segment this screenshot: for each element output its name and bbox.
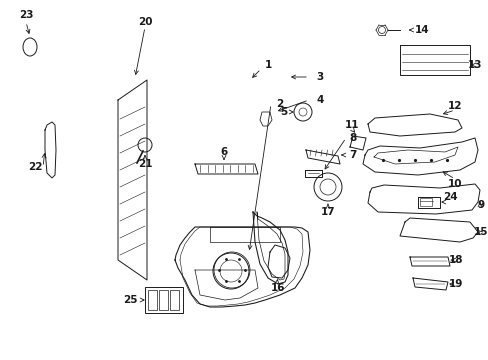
Text: 11: 11 [344, 120, 359, 130]
Text: 16: 16 [270, 283, 285, 293]
Text: 13: 13 [467, 60, 481, 70]
Text: 15: 15 [473, 227, 487, 237]
Bar [148, 290, 157, 310]
Text: 5: 5 [280, 107, 287, 117]
Text: 2: 2 [276, 99, 283, 109]
Text: 14: 14 [414, 25, 428, 35]
Bar [170, 290, 179, 310]
Text: 12: 12 [447, 101, 461, 111]
Bar [145, 287, 183, 313]
Text: 7: 7 [348, 150, 356, 160]
Text: 1: 1 [264, 60, 271, 70]
Text: 17: 17 [320, 207, 335, 217]
Text: 10: 10 [447, 179, 461, 189]
Text: 21: 21 [138, 159, 152, 169]
Text: 20: 20 [138, 17, 152, 27]
Text: 8: 8 [348, 133, 356, 143]
Text: 25: 25 [122, 295, 137, 305]
Bar [419, 198, 431, 206]
Text: 19: 19 [448, 279, 462, 289]
Text: 3: 3 [316, 72, 323, 82]
Text: 4: 4 [316, 95, 323, 105]
Text: 6: 6 [220, 147, 227, 157]
Text: 9: 9 [476, 200, 484, 210]
Text: 18: 18 [448, 255, 462, 265]
Bar [159, 290, 168, 310]
Text: 23: 23 [19, 10, 33, 20]
Text: 24: 24 [442, 192, 456, 202]
Text: 22: 22 [28, 162, 42, 172]
